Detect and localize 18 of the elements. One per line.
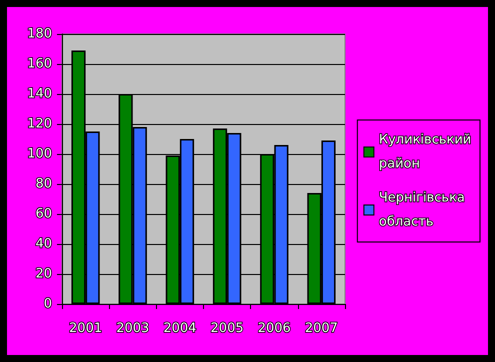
x-tick-label: 2007	[304, 321, 338, 336]
y-tick-label: 60	[35, 206, 52, 222]
x-tick-label: 2004	[163, 321, 196, 336]
y-tick-label: 40	[35, 236, 52, 252]
x-tick-label: 2001	[69, 321, 102, 336]
y-tick-label: 0	[44, 296, 52, 312]
legend-label: Куликівський район	[378, 132, 472, 172]
x-tick-label: 2003	[116, 321, 150, 336]
x-tick-label: 2005	[210, 321, 244, 336]
y-tick-label: 140	[27, 86, 52, 102]
x-tick-label: 2006	[258, 321, 291, 336]
y-tick-label: 120	[27, 116, 52, 132]
y-tick-label: 20	[35, 266, 52, 282]
y-tick-label: 100	[27, 146, 52, 162]
y-tick-label: 160	[27, 56, 52, 72]
y-tick-label: 80	[35, 176, 52, 192]
y-tick-label: 180	[27, 26, 52, 42]
legend-label: Чернігівська область	[378, 190, 465, 230]
